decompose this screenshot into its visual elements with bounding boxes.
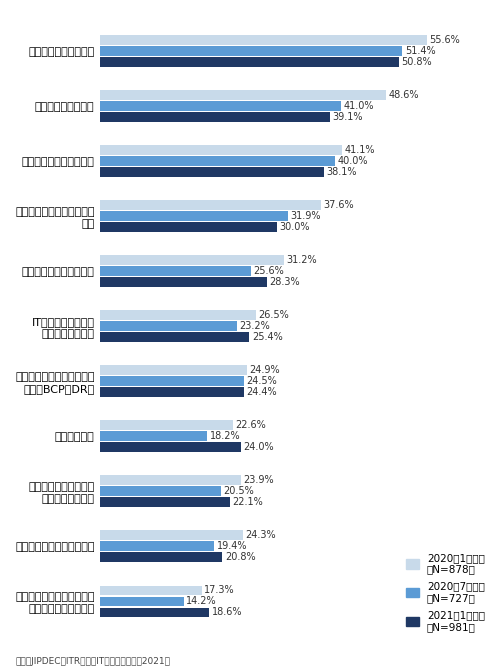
Text: 19.4%: 19.4% — [216, 541, 247, 551]
Bar — [100, 476, 240, 485]
Bar — [100, 90, 386, 100]
Text: 24.4%: 24.4% — [246, 387, 276, 397]
Text: 20.8%: 20.8% — [225, 553, 256, 563]
Text: 25.4%: 25.4% — [252, 332, 282, 342]
Text: 40.0%: 40.0% — [338, 156, 368, 166]
Bar — [100, 167, 324, 177]
Bar — [100, 277, 266, 287]
Text: 14.2%: 14.2% — [186, 597, 216, 607]
Text: 30.0%: 30.0% — [279, 222, 310, 232]
Bar — [100, 255, 284, 265]
Text: 24.0%: 24.0% — [244, 442, 274, 452]
Legend: 2020年1月調査
（N=878）, 2020年7月調査
（N=727）, 2021年1月調査
（N=981）: 2020年1月調査 （N=878）, 2020年7月調査 （N=727）, 20… — [406, 553, 485, 632]
Text: 26.5%: 26.5% — [258, 310, 289, 320]
Bar — [100, 420, 233, 430]
Bar — [100, 376, 244, 386]
Text: 25.6%: 25.6% — [253, 266, 284, 276]
Bar — [100, 145, 342, 155]
Bar — [100, 35, 427, 45]
Bar — [100, 607, 210, 617]
Text: 20.5%: 20.5% — [223, 486, 254, 496]
Text: 22.1%: 22.1% — [232, 497, 263, 507]
Bar — [100, 365, 246, 375]
Text: 24.3%: 24.3% — [246, 531, 276, 541]
Bar — [100, 497, 230, 507]
Text: 18.2%: 18.2% — [210, 432, 240, 442]
Text: 18.6%: 18.6% — [212, 607, 242, 617]
Bar — [100, 310, 256, 320]
Text: 48.6%: 48.6% — [388, 90, 419, 100]
Bar — [100, 211, 288, 221]
Bar — [100, 387, 244, 397]
Bar — [100, 531, 243, 541]
Text: 41.1%: 41.1% — [344, 145, 374, 155]
Bar — [100, 222, 276, 232]
Text: 41.0%: 41.0% — [344, 101, 374, 111]
Text: 55.6%: 55.6% — [430, 35, 460, 45]
Text: 31.9%: 31.9% — [290, 211, 320, 221]
Text: 17.3%: 17.3% — [204, 585, 235, 595]
Text: 出典：JIPDEC／ITR「企業IT利活用動向調査2021」: 出典：JIPDEC／ITR「企業IT利活用動向調査2021」 — [15, 657, 170, 666]
Text: 51.4%: 51.4% — [405, 45, 436, 56]
Bar — [100, 553, 222, 563]
Bar — [100, 486, 220, 496]
Text: 24.5%: 24.5% — [246, 376, 278, 386]
Bar — [100, 432, 207, 442]
Bar — [100, 321, 236, 331]
Text: 50.8%: 50.8% — [402, 57, 432, 67]
Text: 31.2%: 31.2% — [286, 255, 316, 265]
Bar — [100, 266, 250, 276]
Text: 38.1%: 38.1% — [326, 167, 357, 177]
Text: 37.6%: 37.6% — [324, 200, 354, 210]
Text: 28.3%: 28.3% — [269, 277, 300, 287]
Bar — [100, 541, 214, 551]
Bar — [100, 57, 399, 67]
Bar — [100, 597, 184, 606]
Bar — [100, 332, 250, 342]
Bar — [100, 200, 322, 210]
Text: 23.9%: 23.9% — [243, 476, 274, 485]
Text: 23.2%: 23.2% — [239, 321, 270, 331]
Bar — [100, 156, 336, 166]
Bar — [100, 46, 402, 56]
Text: 24.9%: 24.9% — [249, 365, 280, 375]
Bar — [100, 112, 330, 122]
Bar — [100, 101, 342, 111]
Text: 22.6%: 22.6% — [236, 420, 266, 430]
Text: 39.1%: 39.1% — [332, 112, 363, 122]
Bar — [100, 585, 202, 595]
Bar — [100, 442, 242, 452]
